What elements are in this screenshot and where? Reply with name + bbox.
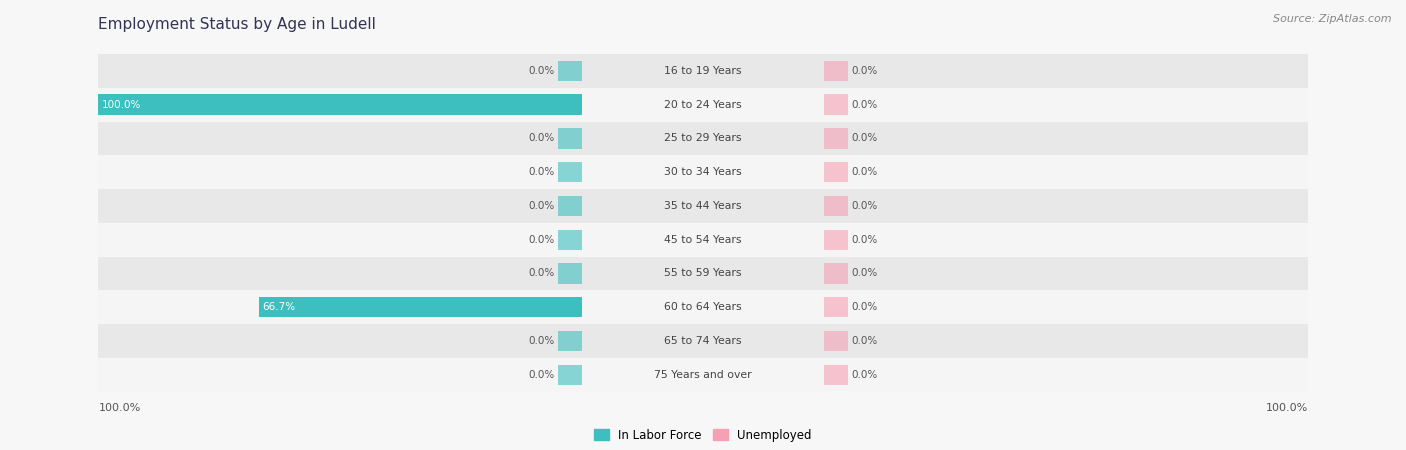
Text: 100.0%: 100.0%: [101, 99, 141, 110]
Text: 0.0%: 0.0%: [851, 66, 877, 76]
Text: 0.0%: 0.0%: [851, 234, 877, 245]
Bar: [98, 189, 1308, 223]
Bar: [98, 122, 1308, 155]
Text: 0.0%: 0.0%: [529, 234, 555, 245]
Text: 0.0%: 0.0%: [851, 302, 877, 312]
Text: 0.0%: 0.0%: [851, 201, 877, 211]
Bar: [558, 364, 582, 385]
Text: Employment Status by Age in Ludell: Employment Status by Age in Ludell: [98, 17, 377, 32]
Bar: [98, 94, 582, 115]
Bar: [558, 196, 582, 216]
Bar: [558, 331, 582, 351]
Bar: [98, 290, 1308, 324]
Text: 0.0%: 0.0%: [851, 133, 877, 144]
Bar: [98, 256, 1308, 290]
Text: 0.0%: 0.0%: [851, 336, 877, 346]
Text: 0.0%: 0.0%: [529, 369, 555, 380]
Bar: [98, 324, 1308, 358]
Text: 100.0%: 100.0%: [1265, 403, 1308, 413]
Text: Source: ZipAtlas.com: Source: ZipAtlas.com: [1274, 14, 1392, 23]
Bar: [260, 297, 582, 317]
Text: 0.0%: 0.0%: [529, 336, 555, 346]
Bar: [824, 61, 848, 81]
Text: 0.0%: 0.0%: [529, 66, 555, 76]
Text: 0.0%: 0.0%: [851, 167, 877, 177]
Bar: [558, 61, 582, 81]
Bar: [824, 263, 848, 284]
Bar: [558, 128, 582, 149]
Text: 20 to 24 Years: 20 to 24 Years: [664, 99, 742, 110]
Text: 16 to 19 Years: 16 to 19 Years: [664, 66, 742, 76]
Bar: [98, 88, 1308, 122]
Text: 55 to 59 Years: 55 to 59 Years: [664, 268, 742, 279]
Bar: [824, 162, 848, 182]
Text: 0.0%: 0.0%: [529, 268, 555, 279]
Bar: [824, 297, 848, 317]
Legend: In Labor Force, Unemployed: In Labor Force, Unemployed: [589, 424, 817, 446]
Bar: [824, 230, 848, 250]
Bar: [824, 94, 848, 115]
Bar: [824, 128, 848, 149]
Bar: [558, 230, 582, 250]
Bar: [824, 364, 848, 385]
Text: 0.0%: 0.0%: [851, 99, 877, 110]
Text: 60 to 64 Years: 60 to 64 Years: [664, 302, 742, 312]
Text: 66.7%: 66.7%: [263, 302, 295, 312]
Text: 0.0%: 0.0%: [529, 133, 555, 144]
Text: 35 to 44 Years: 35 to 44 Years: [664, 201, 742, 211]
Bar: [98, 223, 1308, 256]
Text: 65 to 74 Years: 65 to 74 Years: [664, 336, 742, 346]
Bar: [824, 331, 848, 351]
Text: 0.0%: 0.0%: [851, 268, 877, 279]
Text: 0.0%: 0.0%: [529, 167, 555, 177]
Text: 45 to 54 Years: 45 to 54 Years: [664, 234, 742, 245]
Bar: [98, 358, 1308, 392]
Bar: [98, 54, 1308, 88]
Text: 30 to 34 Years: 30 to 34 Years: [664, 167, 742, 177]
Text: 75 Years and over: 75 Years and over: [654, 369, 752, 380]
Bar: [558, 263, 582, 284]
Bar: [98, 155, 1308, 189]
Text: 25 to 29 Years: 25 to 29 Years: [664, 133, 742, 144]
Text: 0.0%: 0.0%: [851, 369, 877, 380]
Bar: [558, 162, 582, 182]
Text: 0.0%: 0.0%: [529, 201, 555, 211]
Bar: [824, 196, 848, 216]
Text: 100.0%: 100.0%: [98, 403, 141, 413]
